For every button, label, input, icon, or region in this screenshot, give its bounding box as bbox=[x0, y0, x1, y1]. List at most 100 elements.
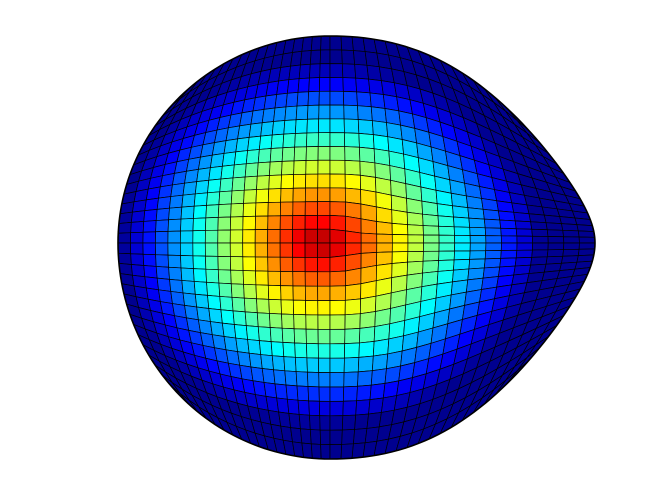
surface-cell bbox=[255, 202, 269, 217]
surface-cell bbox=[168, 206, 183, 221]
surface-cell bbox=[180, 218, 194, 232]
surface-cell bbox=[372, 134, 390, 152]
surface-cell bbox=[563, 242, 580, 250]
surface-cell bbox=[261, 107, 276, 124]
surface-cell bbox=[360, 218, 378, 235]
surface-cell bbox=[295, 105, 309, 121]
surface-cell bbox=[484, 250, 502, 260]
surface-cell bbox=[341, 63, 357, 79]
surface-cell bbox=[317, 257, 331, 273]
surface-cell bbox=[340, 35, 354, 51]
surface-cell bbox=[359, 311, 376, 329]
surface-cell bbox=[256, 312, 271, 328]
surface-cell bbox=[257, 326, 272, 342]
surface-cell bbox=[318, 90, 331, 106]
surface-cell bbox=[235, 337, 250, 354]
surface-cell bbox=[267, 242, 281, 258]
surface-cell bbox=[437, 259, 455, 272]
surface-cell bbox=[306, 132, 319, 148]
surface-cell bbox=[206, 281, 221, 297]
surface-cell bbox=[276, 397, 290, 414]
surface-cell bbox=[319, 429, 331, 445]
surface-cell bbox=[243, 297, 258, 314]
surface-cell bbox=[342, 385, 358, 402]
surface-cell bbox=[181, 280, 196, 295]
surface-cell bbox=[305, 328, 319, 345]
surface-cell bbox=[547, 242, 565, 251]
surface-cell bbox=[242, 270, 257, 286]
surface-cell bbox=[356, 91, 372, 108]
surface-cell bbox=[343, 118, 360, 134]
surface-cell bbox=[181, 193, 196, 208]
surface-cell bbox=[563, 236, 580, 244]
surface-cell bbox=[298, 414, 311, 430]
surface-cell bbox=[283, 119, 297, 135]
surface-cell bbox=[307, 90, 320, 106]
surface-cell bbox=[391, 251, 409, 264]
surface-cell bbox=[257, 148, 272, 164]
surface-cell bbox=[359, 160, 376, 178]
surface-cell bbox=[345, 215, 362, 234]
surface-cell bbox=[329, 35, 343, 51]
surface-cell bbox=[179, 242, 194, 257]
surface-cell bbox=[543, 214, 562, 224]
surface-cell bbox=[453, 216, 471, 228]
surface-cell bbox=[484, 227, 502, 237]
surface-cell bbox=[271, 355, 286, 372]
surface-cell bbox=[454, 242, 471, 252]
surface-cell bbox=[293, 328, 307, 344]
surface-cell bbox=[218, 282, 233, 298]
surface-cell bbox=[167, 254, 182, 269]
surface-cell bbox=[329, 146, 346, 161]
surface-cell bbox=[244, 311, 259, 328]
surface-cell bbox=[342, 90, 358, 107]
surface-cell bbox=[577, 248, 596, 256]
surface-cell bbox=[390, 194, 408, 213]
surface-cell bbox=[193, 192, 208, 207]
surface-cell bbox=[233, 324, 248, 340]
surface-outline bbox=[117, 35, 596, 460]
surface-cell bbox=[329, 429, 343, 445]
surface-cell bbox=[279, 228, 293, 244]
surface-cell bbox=[305, 146, 319, 161]
surface-cell bbox=[143, 265, 158, 279]
surface-cell bbox=[196, 306, 211, 322]
surface-cell bbox=[279, 215, 294, 230]
surface-cell bbox=[329, 49, 343, 65]
surface-cell bbox=[242, 202, 257, 217]
surface-cell bbox=[329, 63, 344, 78]
surface-cell bbox=[194, 179, 210, 195]
surface-cell bbox=[217, 203, 232, 218]
surface-cell bbox=[301, 36, 313, 52]
surface-cell bbox=[182, 181, 198, 196]
surface-cell bbox=[144, 197, 159, 212]
surface-cell bbox=[309, 49, 321, 65]
surface-cell bbox=[295, 371, 309, 387]
surface-cell bbox=[309, 429, 321, 445]
surface-cell bbox=[218, 190, 233, 205]
surface-cell bbox=[391, 242, 409, 253]
surface-cell bbox=[247, 339, 262, 355]
surface-cell bbox=[273, 106, 287, 122]
surface-cell bbox=[307, 104, 320, 120]
surface-cell bbox=[142, 253, 157, 267]
surface-cell bbox=[342, 77, 358, 93]
surface-cell bbox=[357, 355, 374, 373]
surface-cell bbox=[193, 268, 207, 283]
surface-cell bbox=[344, 313, 361, 330]
surface-cell bbox=[368, 78, 384, 95]
surface-cell bbox=[290, 50, 303, 67]
surface-cell bbox=[485, 235, 502, 244]
surface-cell bbox=[499, 219, 517, 230]
surface-cell bbox=[370, 368, 387, 386]
surface-cell bbox=[229, 216, 244, 231]
surface-cell bbox=[371, 120, 389, 138]
surface-cell bbox=[308, 77, 321, 93]
surface-cell bbox=[561, 223, 579, 232]
surface-cell bbox=[255, 188, 270, 204]
surface-cell bbox=[422, 225, 440, 236]
surface-cell bbox=[515, 228, 533, 237]
surface-cell bbox=[453, 226, 471, 236]
surface-cell bbox=[309, 63, 321, 79]
surface-cell bbox=[357, 119, 374, 136]
